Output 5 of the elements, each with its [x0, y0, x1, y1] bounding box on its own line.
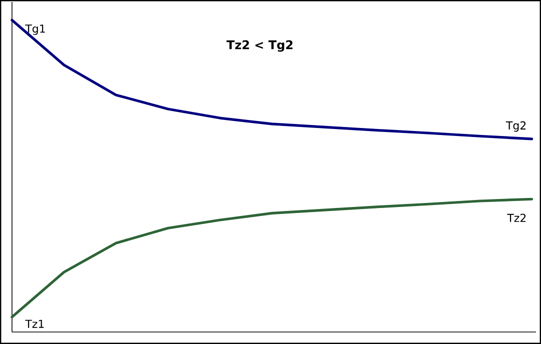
- annotation: Tz1: [25, 320, 44, 328]
- annotation: Tg1: [25, 24, 45, 35]
- annotation: Tz2: [507, 214, 526, 222]
- annotation: Tg2: [506, 121, 526, 132]
- text: Tz2 < Tg2: [226, 40, 292, 52]
